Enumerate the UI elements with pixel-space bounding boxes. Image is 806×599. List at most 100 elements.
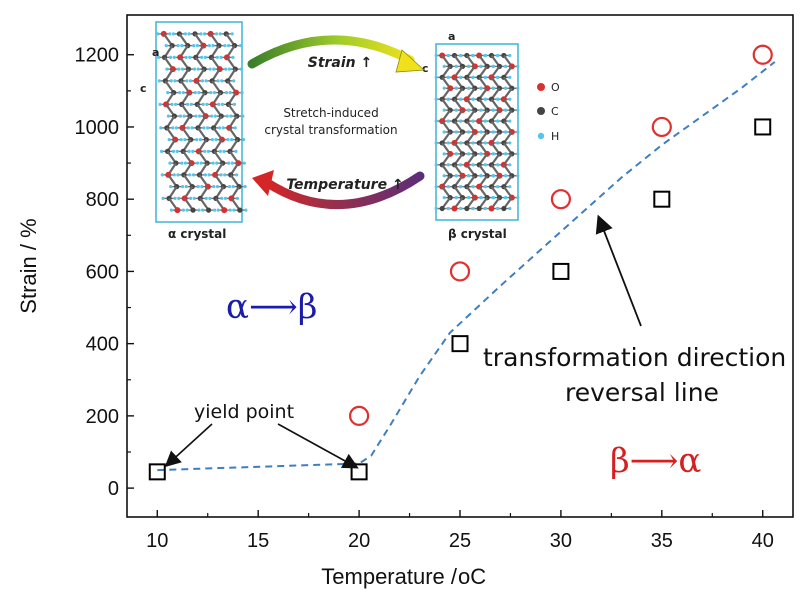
- carbon-atom: [464, 205, 470, 212]
- hydrogen-atom: [242, 161, 246, 165]
- hydrogen-atom: [516, 196, 520, 200]
- hydrogen-atom: [171, 149, 176, 153]
- hydrogen-atom: [232, 79, 236, 83]
- hydrogen-atom: [186, 102, 190, 106]
- hydrogen-atom: [442, 108, 446, 112]
- alpha-crystal-frame: [155, 21, 243, 223]
- hydrogen-atom: [459, 141, 463, 145]
- hydrogen-atom: [234, 149, 238, 153]
- hydrogen-atom: [182, 114, 186, 118]
- hydrogen-atom: [516, 86, 520, 90]
- y-tick-label: 400: [86, 334, 119, 356]
- hydrogen-atom: [219, 55, 223, 59]
- hydrogen-atom: [177, 67, 181, 71]
- hydrogen-atom: [244, 208, 248, 212]
- hydrogen-atom: [156, 32, 160, 36]
- hydrogen-atom: [467, 108, 471, 112]
- y-tick-label: 0: [108, 478, 119, 500]
- data-markers: [148, 44, 773, 481]
- hydrogen-atom: [504, 64, 508, 68]
- hydrogen-atom: [446, 53, 451, 58]
- hydrogen-atom: [508, 119, 512, 123]
- hydrogen-atom: [227, 67, 231, 71]
- hydrogen-atom: [221, 126, 225, 130]
- hydrogen-atom: [226, 138, 230, 142]
- oxygen-atom: [488, 205, 495, 212]
- hydrogen-atom: [168, 55, 173, 59]
- hydrogen-atom: [467, 196, 471, 200]
- hydrogen-atom: [226, 44, 231, 48]
- hydrogen-atom: [188, 79, 193, 83]
- hydrogen-atom: [172, 173, 176, 177]
- hydrogen-atom: [516, 64, 520, 68]
- hydrogen-atom: [215, 32, 219, 36]
- hydrogen-atom: [185, 79, 189, 83]
- y-tick-label: 1200: [75, 45, 120, 67]
- hydrogen-atom: [446, 185, 451, 189]
- square-marker: [148, 463, 166, 481]
- hydrogen-atom: [206, 126, 210, 130]
- hydrogen-atom: [238, 44, 243, 48]
- x-tick-label: 25: [449, 530, 471, 552]
- hydrogen-atom: [459, 75, 463, 79]
- hydrogen-atom: [201, 102, 205, 106]
- hydrogen-atom: [181, 91, 185, 95]
- hydrogen-atom: [434, 141, 438, 145]
- hydrogen-atom: [215, 161, 219, 165]
- hydrogen-atom: [459, 185, 463, 189]
- hydrogen-atom: [203, 149, 207, 153]
- hydrogen-atom: [504, 152, 508, 156]
- hydrogen-atom: [471, 206, 475, 211]
- square-marker: [653, 190, 671, 208]
- hydrogen-atom: [442, 152, 446, 156]
- y-tick-label: 1000: [75, 117, 120, 139]
- hydrogen-atom: [434, 185, 438, 189]
- alpha-crystal-label: α crystal: [168, 227, 226, 241]
- y-axis-title: Strain / %: [16, 218, 41, 313]
- hydrogen-atom: [173, 79, 177, 83]
- legend-hydrogen-dot: [537, 132, 545, 140]
- hydrogen-atom: [192, 44, 196, 48]
- hydrogen-atom: [166, 114, 171, 118]
- hydrogen-atom: [233, 126, 237, 130]
- hydrogen-atom: [176, 173, 180, 177]
- hydrogen-atom: [483, 119, 488, 123]
- hydrogen-atom: [459, 53, 463, 58]
- carbon-atom: [476, 205, 482, 212]
- hydrogen-atom: [171, 126, 175, 130]
- hydrogen-atom: [491, 130, 496, 134]
- hydrogen-atom: [483, 53, 488, 58]
- hydrogen-atom: [232, 102, 237, 106]
- hydrogen-atom: [164, 44, 168, 48]
- hydrogen-atom: [454, 174, 459, 178]
- hydrogen-atom: [176, 44, 180, 48]
- alpha-crystal-structure: [156, 30, 248, 214]
- circle-marker: [550, 189, 572, 210]
- strain-arrow: [247, 35, 415, 69]
- x-tick-label: 30: [550, 530, 572, 552]
- hydrogen-atom: [208, 196, 212, 200]
- hydrogen-atom: [504, 174, 508, 178]
- hydrogen-atom: [471, 163, 475, 167]
- hydrogen-atom: [508, 185, 512, 189]
- hydrogen-atom: [235, 196, 240, 200]
- hydrogen-atom: [215, 55, 219, 59]
- hydrogen-atom: [206, 149, 210, 153]
- square-marker: [451, 335, 469, 353]
- hydrogen-atom: [223, 173, 227, 177]
- hydrogen-atom: [241, 138, 246, 142]
- hydrogen-atom: [508, 97, 512, 101]
- hydrogen-atom: [483, 163, 488, 167]
- hydrogen-atom: [223, 196, 228, 200]
- hydrogen-atom: [210, 138, 214, 142]
- hydrogen-atom: [471, 97, 475, 101]
- hydrogen-atom: [508, 53, 512, 58]
- hydrogen-atom: [442, 130, 446, 134]
- hydrogen-atom: [165, 67, 169, 71]
- hydrogen-atom: [199, 161, 203, 165]
- hydrogen-atom: [508, 206, 512, 211]
- hydrogen-atom: [508, 75, 512, 79]
- beta-axis-c: c: [422, 62, 429, 75]
- hydrogen-atom: [195, 44, 199, 48]
- hydrogen-atom: [195, 161, 200, 165]
